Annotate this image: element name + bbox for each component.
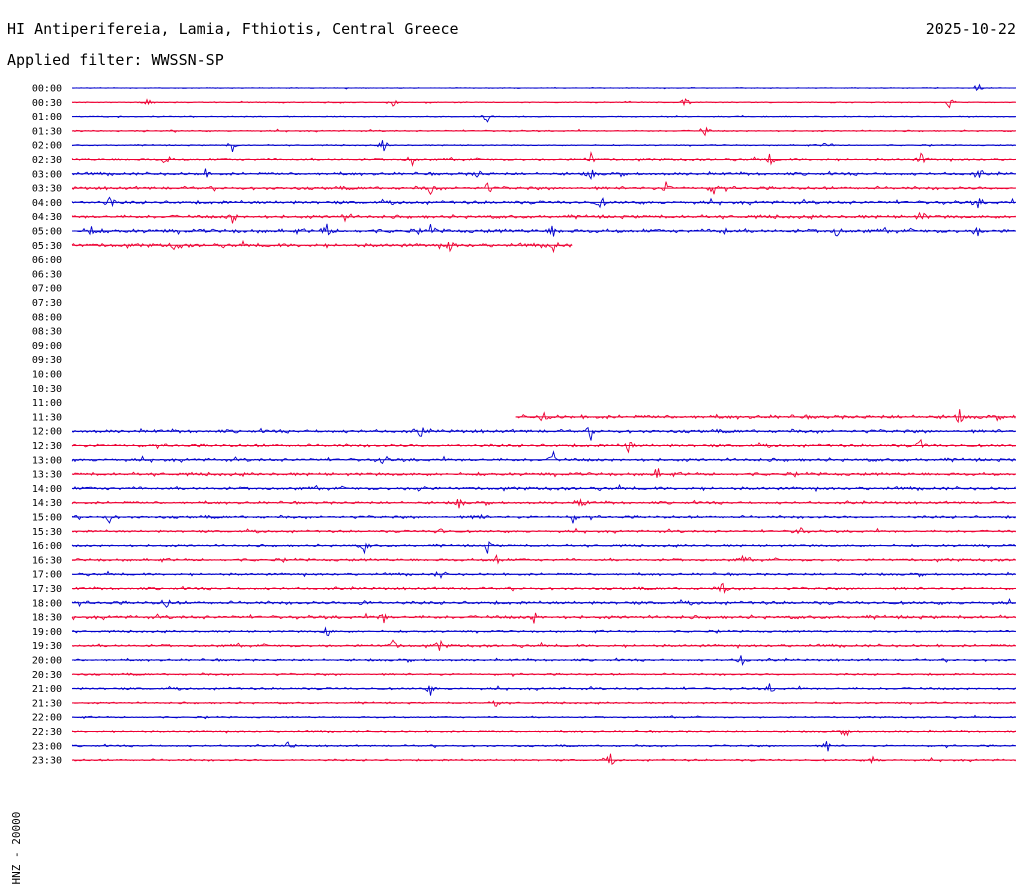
row-label-1900: 19:00 [32, 627, 62, 638]
trace-2100 [71, 683, 1016, 696]
row-label-1700: 17:00 [32, 570, 62, 581]
row-label-0130: 01:30 [32, 126, 62, 137]
row-label-0230: 02:30 [32, 155, 62, 166]
row-label-1330: 13:30 [32, 470, 62, 481]
trace-1330 [71, 468, 1016, 478]
seismic-traces [71, 83, 1016, 765]
trace-1600 [71, 540, 1016, 555]
row-label-1000: 10:00 [32, 370, 62, 381]
row-label-0400: 04:00 [32, 198, 62, 209]
row-label-0630: 06:30 [32, 269, 62, 280]
trace-1300 [71, 450, 1016, 465]
trace-0030 [71, 98, 1016, 109]
row-label-2000: 20:00 [32, 656, 62, 667]
trace-1530 [71, 526, 1016, 535]
row-label-1300: 13:00 [32, 455, 62, 466]
row-label-1430: 14:30 [32, 498, 62, 509]
row-label-2300: 23:00 [32, 741, 62, 752]
row-label-0200: 02:00 [32, 141, 62, 152]
row-label-0430: 04:30 [32, 212, 62, 223]
trace-0500 [71, 223, 1016, 237]
row-label-2100: 21:00 [32, 684, 62, 695]
row-label-2130: 21:30 [32, 698, 62, 709]
row-label-2230: 22:30 [32, 727, 62, 738]
row-label-1130: 11:30 [32, 412, 62, 423]
row-label-1100: 11:00 [32, 398, 62, 409]
row-label-1630: 16:30 [32, 555, 62, 566]
row-label-0330: 03:30 [32, 184, 62, 195]
filter-label: Applied filter: WWSSN-SP [7, 51, 224, 69]
row-label-0600: 06:00 [32, 255, 62, 266]
trace-1130 [515, 409, 1016, 424]
row-label-0900: 09:00 [32, 341, 62, 352]
row-label-2030: 20:30 [32, 670, 62, 681]
row-label-1200: 12:00 [32, 427, 62, 438]
row-label-0030: 00:30 [32, 98, 62, 109]
channel-label: HNZ - 20000 [10, 811, 23, 885]
row-label-1030: 10:30 [32, 384, 62, 395]
trace-0130 [71, 126, 1016, 137]
trace-2330 [71, 753, 1016, 765]
row-label-2200: 22:00 [32, 713, 62, 724]
row-label-1400: 14:00 [32, 484, 62, 495]
row-label-0830: 08:30 [32, 327, 62, 338]
helicorder-plot: 00:00 00:30 01:00 01:30 02:00 02:30 03:00 03:30… [32, 83, 1016, 767]
trace-0230 [71, 150, 1016, 167]
row-label-1530: 15:30 [32, 527, 62, 538]
row-label-0730: 07:30 [32, 298, 62, 309]
row-label-1600: 16:00 [32, 541, 62, 552]
row-label-1800: 18:00 [32, 598, 62, 609]
row-label-0500: 05:00 [32, 227, 62, 238]
row-label-1230: 12:30 [32, 441, 62, 452]
row-label-0530: 05:30 [32, 241, 62, 252]
trace-1500 [71, 513, 1016, 524]
trace-0530 [71, 239, 572, 254]
trace-2130 [71, 700, 1016, 707]
row-label-0700: 07:00 [32, 284, 62, 295]
row-label-2330: 23:30 [32, 756, 62, 767]
row-label-0000: 00:00 [32, 84, 62, 95]
trace-1630 [71, 553, 1016, 565]
trace-1430 [71, 498, 1016, 509]
trace-1200 [71, 426, 1016, 441]
row-label-1830: 18:30 [32, 613, 62, 624]
row-labels: 00:00 00:30 01:00 01:30 02:00 02:30 03:00 03:30… [32, 84, 62, 767]
trace-1730 [71, 582, 1016, 594]
row-label-0800: 08:00 [32, 312, 62, 323]
date-label: 2025-10-22 [925, 20, 1016, 38]
row-label-0100: 01:00 [32, 112, 62, 123]
row-label-1930: 19:30 [32, 641, 62, 652]
row-label-0930: 09:30 [32, 355, 62, 366]
row-label-1500: 15:00 [32, 513, 62, 524]
trace-0200 [71, 140, 1016, 152]
trace-1830 [71, 612, 1016, 624]
trace-0430 [71, 211, 1016, 224]
row-label-1730: 17:30 [32, 584, 62, 595]
station-title: HI Antiperifereia, Lamia, Fthiotis, Cent… [7, 20, 459, 38]
row-label-0300: 03:00 [32, 169, 62, 180]
